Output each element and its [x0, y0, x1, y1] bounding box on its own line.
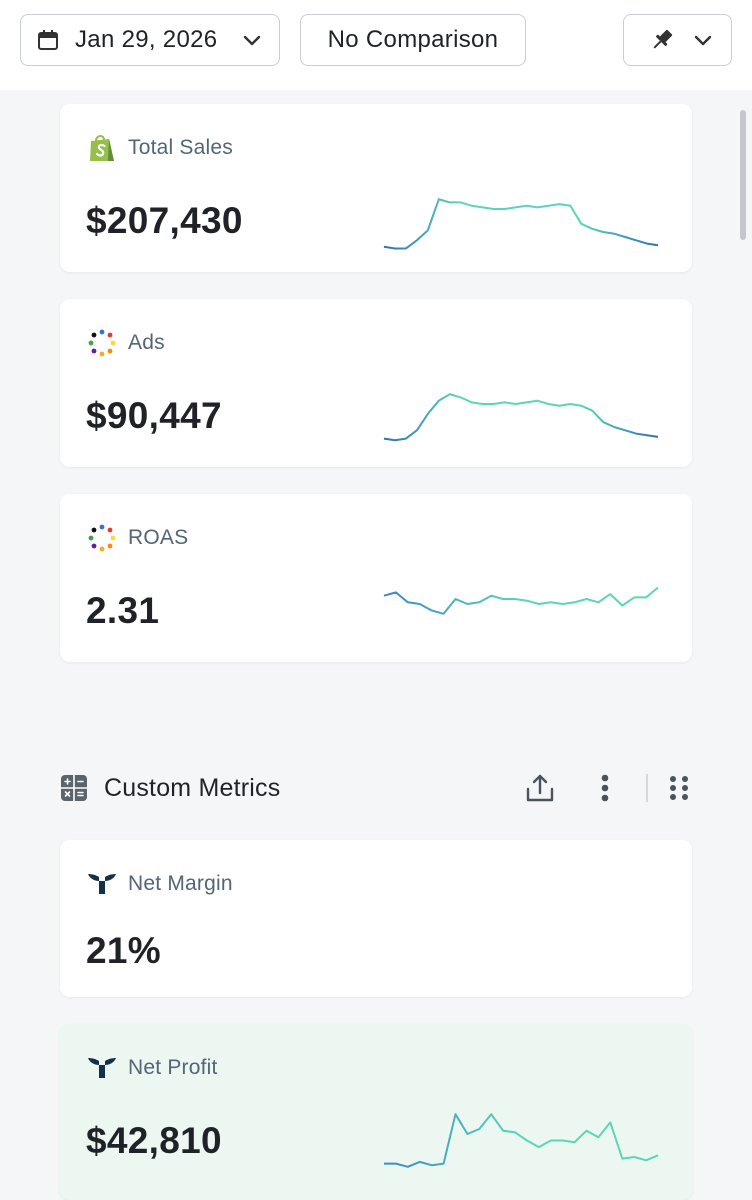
sparkline-total-sales [383, 198, 659, 250]
metric-card-net-margin[interactable]: Net Margin 21% [60, 840, 692, 997]
sparkline-series [383, 198, 659, 250]
card-title: Ads [128, 331, 165, 354]
card-value: $207,430 [86, 200, 243, 241]
card-header: Net Profit [86, 1052, 218, 1084]
card-title: ROAS [128, 526, 189, 549]
drag-handle-icon[interactable] [668, 774, 690, 802]
share-icon[interactable] [524, 772, 556, 804]
sparkline-net-profit [384, 1113, 659, 1168]
metric-card-total-sales[interactable]: Total Sales $207,430 [60, 104, 692, 272]
sparkline-roas [383, 586, 659, 615]
shopify-icon [90, 135, 114, 161]
card-title: Net Margin [128, 872, 233, 895]
sparkline-series [383, 586, 659, 615]
calculator-icon [61, 775, 87, 801]
chevron-down-icon [694, 35, 712, 46]
date-picker-button[interactable]: Jan 29, 2026 [20, 14, 280, 66]
pin-icon [653, 29, 673, 49]
metric-card-roas[interactable]: ROAS 2.31 [60, 494, 692, 662]
custom-metrics-header: Custom Metrics [60, 770, 692, 810]
sparkline-ads [383, 393, 659, 442]
top-toolbar: Jan 29, 2026 No Comparison [0, 0, 752, 90]
calendar-icon [38, 30, 58, 50]
card-header: Net Margin [86, 868, 233, 900]
section-title: Custom Metrics [104, 774, 281, 802]
metric-card-ads[interactable]: Ads $90,447 [60, 299, 692, 467]
card-header: ROAS [86, 522, 188, 554]
chevron-down-icon [243, 35, 261, 46]
dots-ring-icon [88, 329, 116, 357]
scrollbar-thumb[interactable] [740, 110, 746, 240]
card-title: Net Profit [128, 1056, 218, 1079]
comparison-button[interactable]: No Comparison [300, 14, 526, 66]
card-header: Total Sales [86, 132, 233, 164]
card-value: $90,447 [86, 395, 222, 436]
sparkline-series [383, 393, 659, 442]
comparison-label: No Comparison [327, 26, 499, 53]
triple-whale-icon [88, 874, 116, 894]
more-options-icon[interactable] [598, 772, 612, 804]
card-value: $42,810 [86, 1120, 222, 1161]
card-title: Total Sales [128, 136, 233, 159]
dots-ring-icon [88, 524, 116, 552]
sparkline-series [384, 1113, 659, 1168]
triple-whale-icon [88, 1058, 116, 1078]
date-label: Jan 29, 2026 [75, 26, 218, 53]
pin-menu-button[interactable] [623, 14, 732, 66]
divider [646, 774, 648, 802]
metric-card-net-profit[interactable]: Net Profit $42,810 [60, 1024, 692, 1200]
card-header: Ads [86, 327, 165, 359]
card-value: 2.31 [86, 590, 160, 631]
card-value: 21% [86, 930, 161, 971]
